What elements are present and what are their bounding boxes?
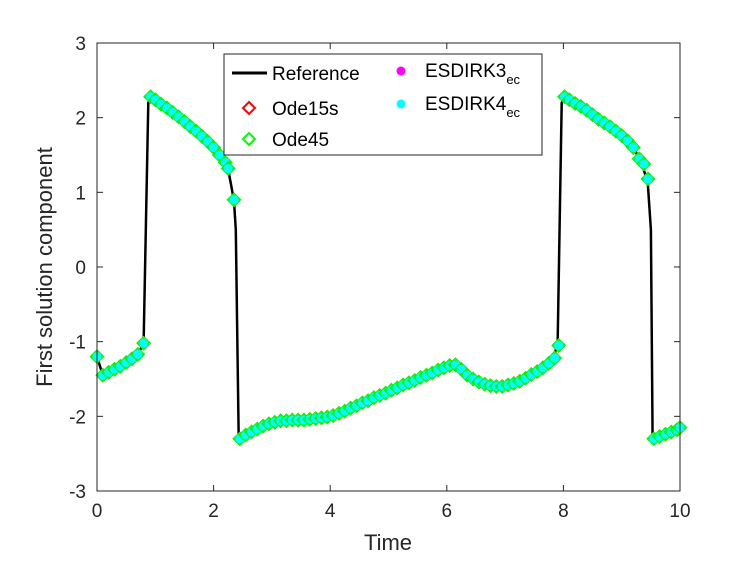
legend-esdirk4-subscript: ec [506,105,520,120]
legend-ode45-label: Ode45 [272,130,329,151]
legend-esdirk3-subscript: ec [506,72,520,87]
legend-ode45-swatch [241,131,257,147]
y-tick-label: 0 [75,258,86,279]
esdirk4-point [139,338,149,348]
esdirk4-point [229,195,239,205]
esdirk4-point [628,143,638,153]
x-tick-label: 0 [92,501,103,522]
esdirk4-point [133,349,143,359]
esdirk4-point [209,143,219,153]
legend-esdirk4-name: ESDIRK4 [425,94,507,115]
x-tick-label: 10 [669,501,690,522]
esdirk4-point [643,174,653,184]
x-tick-label: 2 [208,501,219,522]
legend: Reference Ode15s Ode45 ESDIRK3ec ESDIRK4… [223,53,543,156]
y-tick-label: 2 [75,109,86,130]
y-tick-label: 1 [75,183,86,204]
y-tick-label: -2 [69,407,86,428]
y-tick-label: -3 [69,482,86,503]
esdirk4-point [223,163,233,173]
y-axis-label: First solution component [32,147,57,387]
y-axis: -3 -2 -1 0 1 2 3 [69,34,680,503]
legend-esdirk3-name: ESDIRK3 [425,61,506,82]
esdirk4-point [554,340,564,350]
legend-esdirk3-label: ESDIRK3ec [425,61,521,87]
y-tick-label: -1 [69,333,86,354]
legend-esdirk4-swatch [396,99,406,109]
x-axis: 0 2 4 6 8 10 [92,43,691,522]
x-tick-label: 6 [442,501,453,522]
x-tick-label: 8 [558,501,569,522]
marker-layer [89,89,688,447]
esdirk4-point [214,150,224,160]
x-tick-label: 4 [325,501,336,522]
esdirk4-point [623,136,633,146]
legend-esdirk3-swatch [396,66,406,76]
y-tick-label: 3 [75,34,86,55]
legend-box [223,53,543,156]
esdirk4-point [550,353,560,363]
legend-ode15s-swatch [241,100,257,116]
x-axis-label: Time [364,530,412,555]
legend-esdirk4-label: ESDIRK4ec [425,94,521,120]
esdirk4-point [639,159,649,169]
legend-ode15s-label: Ode15s [272,99,339,120]
legend-reference-label: Reference [272,64,360,85]
